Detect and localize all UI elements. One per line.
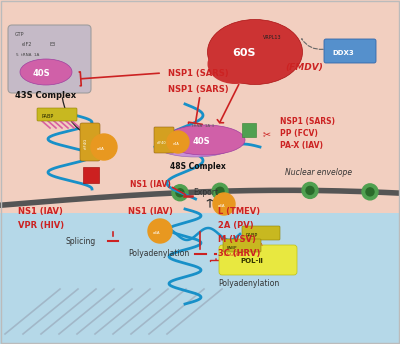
Circle shape [172,185,188,201]
FancyBboxPatch shape [8,25,91,93]
Ellipse shape [165,125,245,155]
Text: Polyadenylation: Polyadenylation [218,279,279,288]
Text: eIF4G: eIF4G [84,138,88,149]
Text: NS1 (IAV): NS1 (IAV) [18,207,63,216]
Ellipse shape [208,20,302,85]
Text: DDX3: DDX3 [332,50,354,56]
Circle shape [167,131,189,153]
Bar [0,0,400,213]
Text: 43S Complex: 43S Complex [15,91,76,100]
FancyBboxPatch shape [80,123,100,161]
Circle shape [91,134,117,160]
Circle shape [366,188,374,196]
FancyBboxPatch shape [223,239,261,252]
Text: Splicing: Splicing [65,237,95,246]
Circle shape [216,187,224,195]
Circle shape [176,189,184,197]
Text: 60S: 60S [232,48,256,58]
Text: e4A: e4A [153,231,160,235]
Text: VPR (HIV): VPR (HIV) [18,221,64,230]
Text: 2A (PV): 2A (PV) [218,221,254,230]
Text: Polyadenylation: Polyadenylation [128,249,189,258]
FancyBboxPatch shape [37,108,77,121]
Text: Nuclear envelope: Nuclear envelope [285,168,352,177]
FancyBboxPatch shape [83,167,99,183]
Text: PA-X (IAV): PA-X (IAV) [280,141,323,150]
Text: VRPL13: VRPL13 [263,35,282,40]
Text: 40S: 40S [33,69,51,78]
Circle shape [306,186,314,194]
Ellipse shape [20,59,72,85]
Text: e4A: e4A [173,142,180,146]
Text: 3C (HRV): 3C (HRV) [218,249,260,258]
Text: PP (FCV): PP (FCV) [280,129,318,138]
FancyArrowPatch shape [302,39,323,50]
Text: Export: Export [193,188,218,197]
Text: PABP: PABP [227,246,238,250]
Circle shape [212,183,228,199]
Text: AAAAAAA: AAAAAAA [224,253,245,257]
FancyBboxPatch shape [219,245,297,275]
Circle shape [148,219,172,243]
Text: 40S: 40S [193,137,211,146]
Text: NSP1 (SARS): NSP1 (SARS) [168,69,229,78]
Text: L (TMEV): L (TMEV) [218,207,260,216]
Text: E3: E3 [50,42,56,47]
Text: 5  tRNA  1A: 5 tRNA 1A [16,53,39,57]
Text: M (VSV): M (VSV) [218,235,256,244]
Text: e4A: e4A [218,204,226,208]
Text: eIF2: eIF2 [22,42,32,47]
Circle shape [213,193,235,215]
Text: POL-Ⅱ: POL-Ⅱ [240,258,263,264]
Text: PABP: PABP [246,233,258,238]
Text: 48S Complex: 48S Complex [170,162,226,171]
Text: NSP1 (SARS): NSP1 (SARS) [280,117,335,126]
Text: NSP1 (SARS): NSP1 (SARS) [168,85,229,94]
Bar [0,213,400,344]
Ellipse shape [208,44,262,84]
FancyBboxPatch shape [324,39,376,63]
FancyBboxPatch shape [242,123,256,137]
Text: (FMDV): (FMDV) [285,63,323,72]
Circle shape [302,182,318,198]
Ellipse shape [158,135,232,157]
Text: eIF40: eIF40 [157,141,167,145]
FancyBboxPatch shape [242,226,280,240]
Text: e4A: e4A [97,147,105,151]
Text: tRNA  1A·3: tRNA 1A·3 [192,124,214,128]
Text: NS1 (IAV): NS1 (IAV) [130,180,171,189]
Text: NS1 (IAV): NS1 (IAV) [128,207,173,216]
Text: ✂: ✂ [263,129,271,139]
Text: GTP: GTP [15,32,24,37]
Text: AAAAAAA: AAAAAAA [243,243,264,247]
Circle shape [362,184,378,200]
Text: PABP: PABP [41,114,53,119]
FancyBboxPatch shape [154,127,174,153]
